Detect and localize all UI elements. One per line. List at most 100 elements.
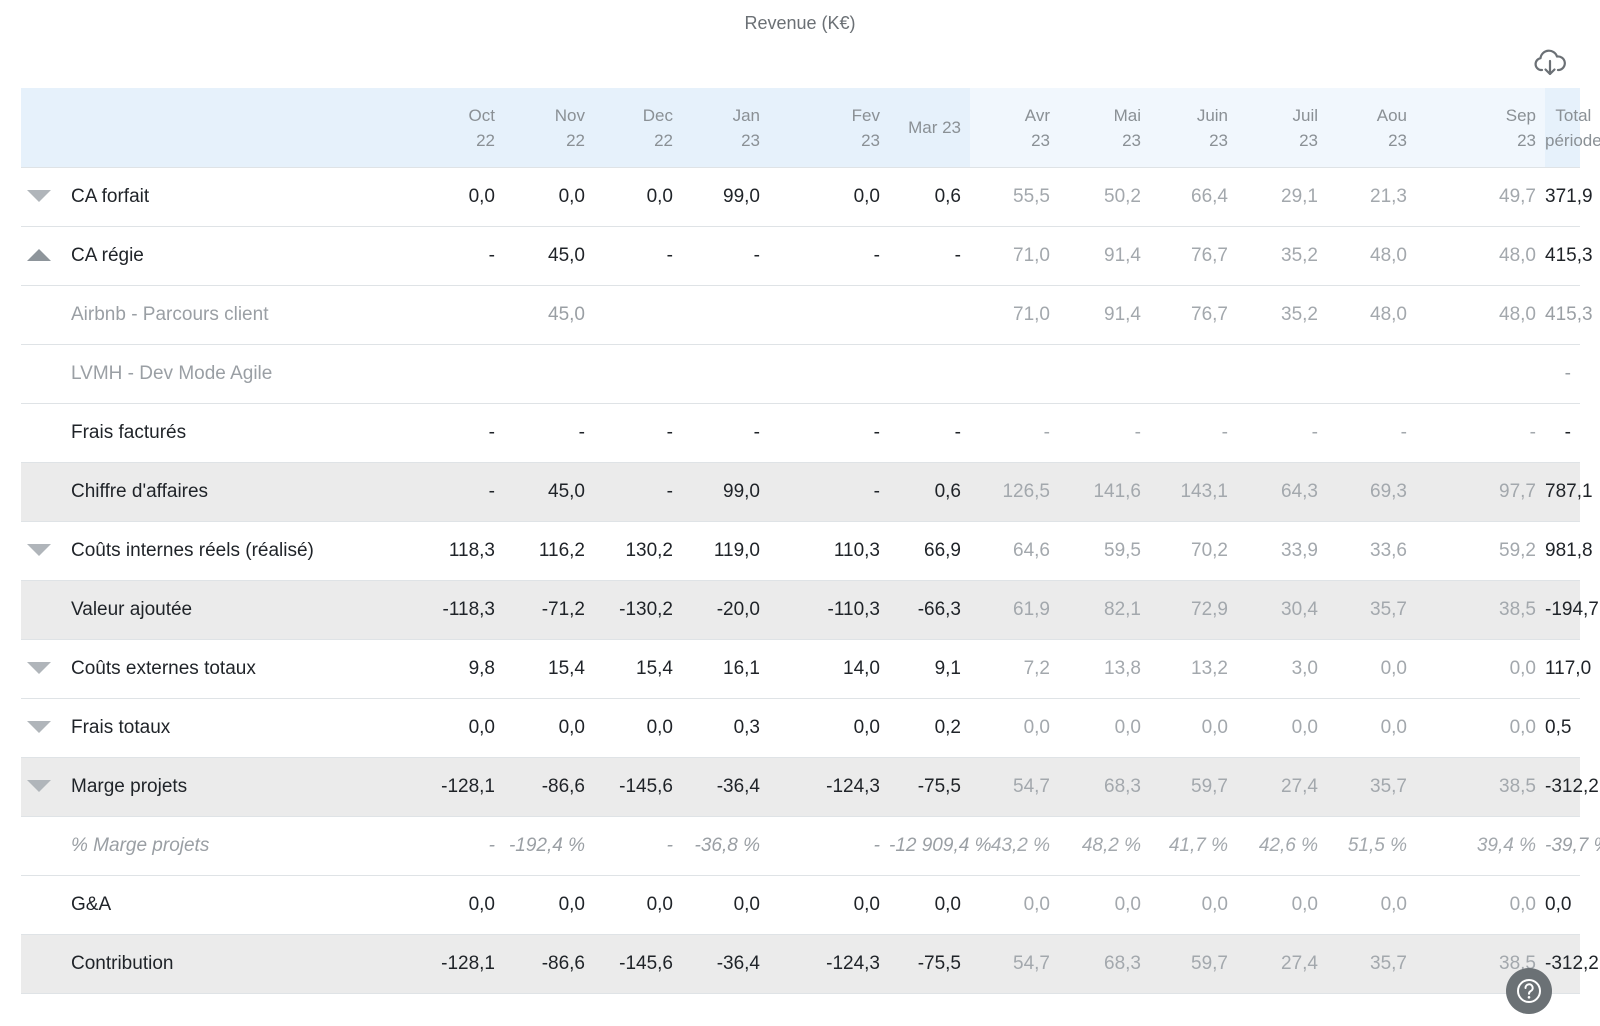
column-header-label: Total période	[1545, 103, 1600, 153]
table-cell	[1416, 344, 1545, 404]
table-cell: -36,4	[682, 934, 769, 994]
table-cell: 48,0	[1416, 226, 1545, 286]
column-header: Total période	[1545, 88, 1600, 168]
table-row: % Marge projets - -192,4 % - -36,8 % - -12 909…	[21, 816, 1600, 876]
table-cell: 42,6 %	[1237, 816, 1327, 876]
row-toggle-cell[interactable]	[21, 698, 57, 758]
column-header-label: Juil 23	[1292, 103, 1318, 153]
table-cell: 91,4	[1059, 285, 1150, 345]
table-cell: 13,2	[1150, 639, 1237, 699]
table-cell: 3,0	[1237, 639, 1327, 699]
table-cell: 415,3	[1545, 226, 1593, 286]
table-cell: 9,1	[889, 639, 970, 699]
table-cell: 0,0	[1545, 875, 1580, 935]
table-cell: 54,7	[970, 757, 1059, 817]
row-label: Coûts internes réels (réalisé)	[57, 521, 357, 581]
table-cell: 21,3	[1327, 167, 1416, 227]
collapse-triangle-icon[interactable]	[27, 249, 51, 261]
table-cell: -	[889, 403, 970, 463]
row-gap-cell	[357, 344, 414, 404]
table-row: Airbnb - Parcours client 45,0 71,0 91,4 76,7…	[21, 285, 1593, 345]
table-cell: -	[970, 403, 1059, 463]
table-cell: 0,0	[414, 167, 504, 227]
revenue-table: Oct 22 Nov 22 Dec 22 Jan 23 Fev 23 Mar 23 Avr 23 Mai 2…	[21, 88, 1600, 994]
table-cell: 33,6	[1327, 521, 1416, 581]
row-toggle-cell	[21, 403, 57, 463]
row-toggle-cell[interactable]	[21, 167, 57, 227]
table-cell	[594, 285, 682, 345]
row-label: CA forfait	[57, 167, 357, 227]
row-toggle-cell[interactable]	[21, 521, 57, 581]
table-cell: -	[1237, 403, 1327, 463]
table-cell: 41,7 %	[1150, 816, 1237, 876]
table-cell: 16,1	[682, 639, 769, 699]
expand-triangle-icon[interactable]	[27, 721, 51, 733]
table-cell: -	[769, 403, 889, 463]
column-header-label: Juin 23	[1197, 103, 1228, 153]
table-cell: 0,0	[594, 167, 682, 227]
column-header-label: Oct 22	[469, 103, 495, 153]
row-toggle-cell	[21, 285, 57, 345]
table-cell: -	[594, 462, 682, 522]
table-cell: 126,5	[970, 462, 1059, 522]
revenue-table-container: Oct 22 Nov 22 Dec 22 Jan 23 Fev 23 Mar 23 Avr 23 Mai 2…	[21, 88, 1600, 994]
row-toggle-cell	[21, 875, 57, 935]
table-cell: 0,0	[970, 698, 1059, 758]
table-cell: -12 909,4 %	[889, 816, 991, 876]
table-cell: 0,0	[594, 875, 682, 935]
table-cell: 71,0	[970, 285, 1059, 345]
table-row: Chiffre d'affaires -45,0-99,0-0,6 126,5 141…	[21, 462, 1593, 522]
table-cell: 61,9	[970, 580, 1059, 640]
table-cell: 0,3	[682, 698, 769, 758]
table-cell: 13,8	[1059, 639, 1150, 699]
table-row: Marge projets -128,1 -86,6 -145,6 -36,4 -124,…	[21, 757, 1599, 817]
row-label: Coûts externes totaux	[57, 639, 357, 699]
table-header-row: Oct 22 Nov 22 Dec 22 Jan 23 Fev 23 Mar 23 Avr 23 Mai 2…	[21, 88, 1600, 168]
expand-triangle-icon[interactable]	[27, 544, 51, 556]
table-cell: 0,2	[889, 698, 970, 758]
table-cell	[594, 344, 682, 404]
table-cell: 27,4	[1237, 934, 1327, 994]
page-title: Revenue (K€)	[744, 13, 856, 33]
column-header-line1: Mai	[1113, 105, 1141, 125]
expand-triangle-icon[interactable]	[27, 190, 51, 202]
row-label: Contribution	[57, 934, 357, 994]
table-cell: 45,0	[504, 462, 594, 522]
row-toggle-cell	[21, 462, 57, 522]
table-cell: 33,9	[1237, 521, 1327, 581]
row-gap-cell	[357, 285, 414, 345]
column-header-line1: Total	[1555, 105, 1592, 125]
row-gap-cell	[357, 226, 414, 286]
table-cell: 49,7	[1416, 167, 1545, 227]
download-button[interactable]	[1530, 46, 1570, 80]
help-button[interactable]	[1506, 968, 1552, 1014]
table-cell: 7,2	[970, 639, 1059, 699]
row-label: % Marge projets	[57, 816, 357, 876]
column-header-line2: 23	[1122, 130, 1141, 150]
table-cell: -	[1416, 403, 1545, 463]
table-cell: 141,6	[1059, 462, 1150, 522]
column-header: Dec 22	[594, 88, 682, 168]
column-header-label: Fev 23	[852, 103, 880, 153]
table-cell: -124,3	[769, 757, 889, 817]
row-toggle-cell[interactable]	[21, 757, 57, 817]
table-cell: 0,0	[1059, 698, 1150, 758]
table-row: LVMH - Dev Mode Agile -	[21, 344, 1580, 404]
column-header-line2: 23	[1299, 130, 1318, 150]
table-cell: 0,0	[1327, 698, 1416, 758]
table-cell: 45,0	[504, 285, 594, 345]
table-cell: -	[594, 816, 682, 876]
table-cell: 0,0	[414, 875, 504, 935]
row-toggle-cell[interactable]	[21, 639, 57, 699]
row-toggle-cell[interactable]	[21, 226, 57, 286]
table-cell	[1150, 344, 1237, 404]
table-cell: 45,0	[504, 226, 594, 286]
table-cell: 99,0	[682, 167, 769, 227]
expand-triangle-icon[interactable]	[27, 662, 51, 674]
row-toggle-cell	[21, 816, 57, 876]
expand-triangle-icon[interactable]	[27, 780, 51, 792]
table-cell: -	[414, 226, 504, 286]
table-cell: 48,0	[1416, 285, 1545, 345]
table-cell: 48,0	[1327, 226, 1416, 286]
table-cell: 0,0	[1237, 875, 1327, 935]
